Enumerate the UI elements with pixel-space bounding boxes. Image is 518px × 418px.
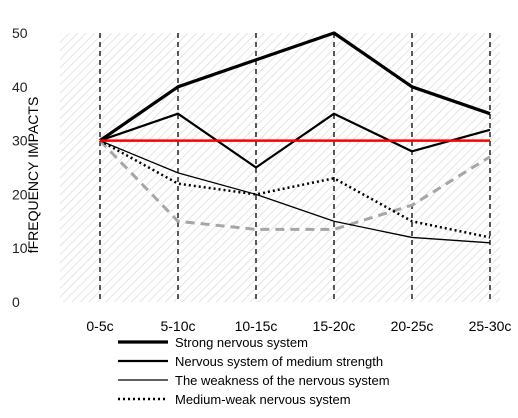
legend-label: Nervous system of medium strength [175,354,383,369]
x-tick-label: 10-15c [235,318,278,334]
legend-label: Medium-weak nervous system [175,392,351,407]
legend: Strong nervous system Nervous system of m… [118,335,390,407]
x-tick-label: 0-5c [86,318,113,334]
series-lines [98,31,491,244]
y-tick-label: 40 [12,79,28,95]
y-tick-label: 30 [12,133,28,149]
x-tick-label: 15-20c [313,318,356,334]
x-tick-label: 25-30c [469,318,512,334]
series-line-dashed-grey [98,139,491,231]
legend-label: Strong nervous system [175,335,308,350]
plot-area [60,33,500,302]
y-tick-label: 50 [12,25,28,41]
y-tick-label: 0 [12,294,20,310]
x-axis-ticks: 0-5c 5-10c 10-15c 15-20c 20-25c 25-30c [86,318,511,334]
x-tick-label: 20-25c [391,318,434,334]
series-line-solid-thin [99,139,491,244]
legend-label: The weakness of the nervous system [175,373,390,388]
y-tick-label: 10 [12,240,28,256]
series-line-solid-thick [99,31,491,142]
y-tick-label: 20 [12,186,28,202]
x-tick-label: 5-10c [160,318,195,334]
y-axis-ticks: 0 10 20 30 40 50 [12,25,28,310]
y-axis-label: fFREQUENCY IMPACTS [25,97,41,254]
